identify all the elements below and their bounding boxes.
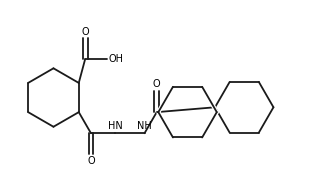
Text: OH: OH: [109, 54, 124, 64]
Text: O: O: [153, 79, 161, 89]
Text: O: O: [87, 156, 95, 166]
Text: O: O: [81, 27, 89, 37]
Text: NH: NH: [137, 121, 152, 131]
Text: HN: HN: [108, 121, 123, 131]
